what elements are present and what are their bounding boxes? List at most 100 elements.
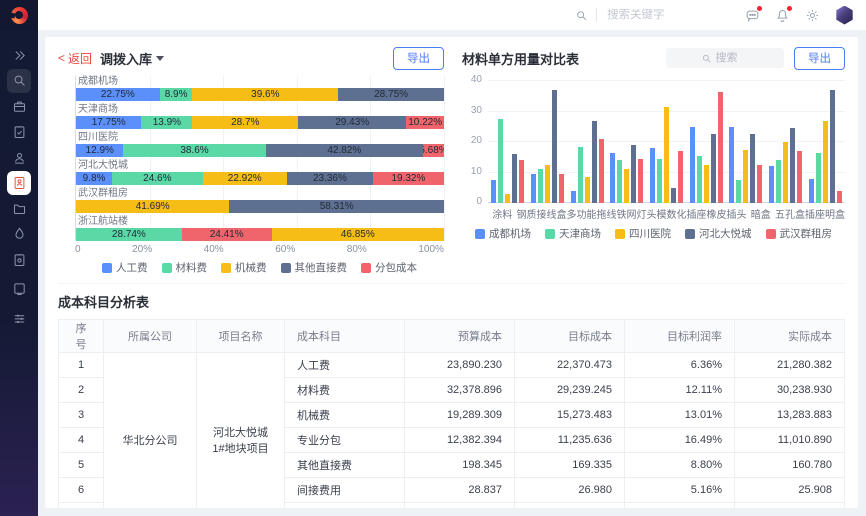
avatar[interactable] [836,5,853,25]
stacked-bar-segment[interactable]: 46.85% [271,228,444,241]
bar[interactable] [769,166,775,203]
bar[interactable] [776,160,782,203]
bar[interactable] [836,190,842,203]
stacked-bar-segment[interactable]: 28.74% [76,228,182,241]
stacked-bar-segment[interactable]: 41.69% [76,200,230,213]
sidebar-item-settings[interactable] [7,306,31,330]
global-search-input[interactable] [607,9,699,21]
stacked-bar-segment[interactable]: 42.82% [265,144,424,157]
bar[interactable] [757,164,763,203]
bar[interactable] [545,164,550,203]
bar[interactable] [591,120,597,203]
sidebar-item-collapse[interactable] [7,43,31,67]
bar[interactable] [808,178,814,203]
stacked-bar-segment[interactable]: 38.6% [123,144,266,157]
sidebar-item-members[interactable] [7,145,31,169]
stacked-bar-segment[interactable]: 22.92% [202,172,287,185]
legend-item[interactable]: 材料费 [161,260,207,275]
stacked-bar-segment[interactable]: 22.75% [76,88,160,101]
bar[interactable] [689,126,695,203]
bar[interactable] [631,145,637,203]
legend-item[interactable]: 人工费 [102,260,148,275]
sidebar-item-tasks[interactable] [7,120,31,144]
bar[interactable] [650,148,656,203]
legend-item[interactable]: 天津商场 [545,226,601,241]
chart-search[interactable] [666,48,784,68]
bar[interactable] [610,152,616,203]
bar[interactable] [664,106,670,203]
stacked-bar-segment[interactable]: 13.9% [141,116,193,129]
bar[interactable] [703,164,709,203]
legend-item[interactable]: 成都机场 [475,226,531,241]
export-button-left[interactable]: 导出 [393,46,444,70]
bar[interactable] [491,180,497,203]
stacked-bar-segment[interactable]: 39.6% [192,88,339,101]
bar[interactable] [498,119,504,203]
legend-item[interactable]: 河北大悦城 [685,226,752,241]
bar[interactable] [790,128,796,203]
sidebar-item-devices[interactable] [7,277,31,301]
messages-icon[interactable] [745,5,762,23]
legend-item[interactable]: 机械费 [221,260,267,275]
stacked-bar-segment[interactable]: 29.43% [298,116,407,129]
stacked-bar-segment[interactable]: 10.22% [406,116,444,129]
stacked-bar-segment[interactable]: 19.32% [372,172,444,185]
back-link[interactable]: < 返回 [58,50,92,67]
bar[interactable] [743,149,749,203]
app-logo[interactable] [0,0,38,30]
bar[interactable] [696,155,702,203]
sidebar-item-files[interactable] [7,196,31,220]
bar[interactable] [552,90,557,203]
bar[interactable] [638,158,644,203]
sidebar-item-materials[interactable] [7,222,31,246]
stacked-bar-segment[interactable]: 28.75% [338,88,444,101]
bar[interactable] [815,152,821,203]
stacked-bar-segment[interactable]: 12.9% [76,144,124,157]
bar[interactable] [797,151,803,203]
export-button-right[interactable]: 导出 [794,46,845,70]
global-search[interactable] [575,8,699,22]
bar[interactable] [717,91,723,203]
legend-item[interactable]: 武汉群租房 [765,226,832,241]
stacked-bar-segment[interactable]: 9.8% [76,172,113,185]
bar[interactable] [750,134,756,203]
sidebar-item-search[interactable] [7,68,31,93]
legend-item[interactable]: 其他直接费 [280,260,347,275]
bar[interactable] [577,146,583,203]
bell-icon[interactable] [775,5,792,23]
bar[interactable] [671,187,677,203]
stacked-bar-segment[interactable]: 58.31% [229,200,444,213]
bar[interactable] [512,154,518,203]
bar[interactable] [822,120,828,203]
bar[interactable] [829,90,835,203]
legend-item[interactable]: 分包成本 [361,260,417,275]
stacked-bar-segment[interactable]: 24.6% [112,172,203,185]
stacked-bar-segment[interactable]: 28.7% [192,116,299,129]
bar[interactable] [538,169,543,203]
bar[interactable] [598,138,604,203]
bar[interactable] [624,169,630,203]
bar[interactable] [617,160,623,203]
legend-item[interactable]: 四川医院 [615,226,671,241]
sidebar-item-company[interactable] [7,94,31,118]
bar[interactable] [736,180,742,203]
stacked-chart-title-dropdown[interactable]: 调拨入库 [100,49,165,68]
bar[interactable] [519,160,525,203]
gear-icon[interactable] [805,8,820,23]
sidebar-item-projects[interactable] [7,170,31,195]
stacked-bar-segment[interactable]: 8.9% [159,88,193,101]
bar[interactable] [678,151,684,203]
bar[interactable] [570,190,576,203]
chart-search-input[interactable] [715,52,750,64]
sidebar-item-reports[interactable] [7,247,31,271]
stacked-bar-segment[interactable]: 5.68% [423,144,444,157]
bar[interactable] [657,158,663,203]
bar[interactable] [783,142,789,203]
bar[interactable] [710,134,716,203]
bar[interactable] [559,174,564,203]
stacked-bar-segment[interactable]: 24.41% [181,228,272,241]
bar[interactable] [729,126,735,203]
bar[interactable] [505,193,511,203]
bar[interactable] [531,174,536,203]
stacked-bar-segment[interactable]: 17.75% [76,116,142,129]
